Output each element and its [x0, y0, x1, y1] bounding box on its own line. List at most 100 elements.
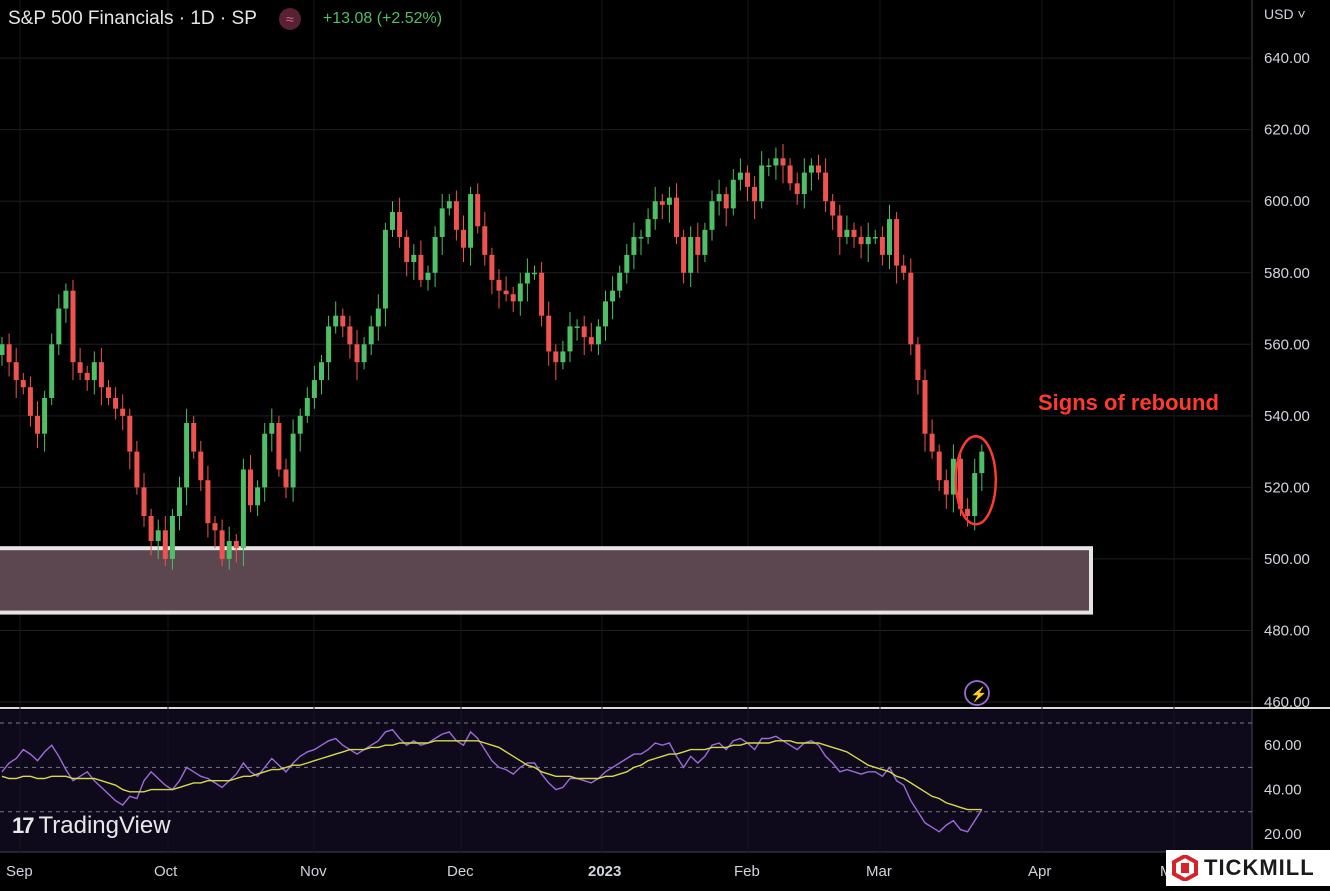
- candle-body: [787, 165, 793, 184]
- candle-body: [148, 515, 154, 542]
- candle-body: [688, 236, 694, 273]
- candle-body: [503, 290, 509, 295]
- symbol-title[interactable]: S&P 500 Financials · 1D · SP: [8, 8, 257, 29]
- candle-body: [191, 422, 197, 452]
- candle-body: [226, 541, 232, 559]
- approx-icon[interactable]: ≈: [278, 8, 301, 30]
- candle-body: [56, 308, 62, 345]
- candle-body: [276, 422, 282, 470]
- time-axis-tick-label: Dec: [447, 863, 474, 880]
- candle-body: [510, 294, 516, 302]
- candle-body: [645, 219, 651, 237]
- candle-body: [262, 433, 268, 488]
- annotation-circle: [954, 434, 998, 526]
- candle-body: [716, 194, 722, 202]
- candle-body: [155, 530, 161, 542]
- currency-selector[interactable]: USD ˅: [1264, 6, 1306, 22]
- candle-body: [816, 165, 821, 173]
- tickmill-mark-icon: [1172, 855, 1198, 881]
- candle-body: [91, 362, 97, 381]
- candle-body: [801, 172, 807, 195]
- candle-body: [432, 236, 438, 273]
- time-axis-tick-label: Oct: [154, 863, 178, 880]
- candle-body: [624, 254, 630, 273]
- candle-body: [908, 272, 914, 345]
- candle-body: [610, 290, 616, 302]
- price-axis-tick-label: 500.00: [1264, 551, 1310, 568]
- candle-body: [184, 422, 190, 488]
- candle-body: [425, 272, 431, 280]
- candle-body: [397, 211, 403, 237]
- candle-body: [283, 469, 289, 488]
- candle-body: [794, 183, 800, 195]
- candle-body: [830, 201, 836, 216]
- candle-body: [0, 344, 5, 356]
- candle-body: [290, 433, 296, 488]
- candle-body: [35, 415, 40, 434]
- candle-body: [98, 362, 104, 388]
- candle-body: [269, 422, 275, 434]
- candle-body: [752, 186, 758, 202]
- candle-body: [560, 351, 566, 363]
- candle-body: [354, 344, 360, 363]
- candle-body: [233, 541, 239, 549]
- time-axis-tick-label: Mar: [866, 863, 892, 880]
- price-axis-tick-label: 520.00: [1264, 479, 1310, 496]
- rsi-axis-tick-label: 60.00: [1264, 737, 1302, 754]
- candle-body: [27, 387, 33, 416]
- candle-body: [972, 473, 978, 516]
- candle-body: [574, 326, 580, 328]
- time-axis-tick-label: Apr: [1028, 863, 1051, 880]
- time-axis-tick-label: Nov: [300, 863, 327, 880]
- candle-body: [965, 508, 971, 516]
- tickmill-wordmark: TICKMILL: [1204, 855, 1315, 880]
- candle-body: [695, 236, 701, 255]
- candle-body: [837, 215, 843, 237]
- currency-label[interactable]: USD: [1264, 6, 1294, 22]
- candle-body: [929, 433, 935, 452]
- candle-body: [297, 415, 303, 434]
- candle-body: [659, 201, 665, 205]
- candle-body: [879, 236, 885, 255]
- chevron-down-icon[interactable]: ˅: [1297, 6, 1306, 22]
- price-axis-tick-label: 460.00: [1264, 694, 1310, 711]
- candle-body: [546, 315, 552, 352]
- support-zone: [0, 546, 1093, 615]
- candle-body: [390, 211, 395, 230]
- candle-body: [453, 201, 459, 230]
- time-axis-tick-label: Sep: [6, 863, 33, 880]
- lightning-glyph: ⚡: [970, 686, 987, 703]
- candle-body: [808, 165, 814, 173]
- candle-body: [745, 172, 750, 187]
- price-axis-tick-label: 560.00: [1264, 336, 1310, 353]
- candle-body: [922, 380, 928, 434]
- candle-body: [63, 290, 69, 309]
- candle-body: [304, 397, 310, 416]
- candles-group: [0, 143, 985, 570]
- candle-body: [872, 236, 878, 239]
- candle-body: [418, 254, 424, 280]
- candle-body: [439, 208, 445, 237]
- candle-body: [652, 201, 658, 220]
- candle-body: [219, 530, 225, 559]
- candle-body: [595, 326, 601, 345]
- candle-body: [6, 344, 12, 363]
- candle-body: [340, 315, 346, 327]
- price-axis-tick-label: 540.00: [1264, 408, 1310, 425]
- candle-body: [169, 515, 175, 559]
- candle-body: [106, 387, 111, 398]
- candle-body: [773, 158, 779, 166]
- candle-body: [411, 254, 417, 263]
- candle-body: [368, 326, 374, 345]
- candle-body: [943, 480, 949, 495]
- candle-body: [759, 165, 765, 202]
- candle-body: [730, 179, 736, 209]
- candle-body: [255, 487, 261, 506]
- candle-body: [461, 229, 466, 248]
- candle-body: [674, 197, 679, 237]
- candle-body: [49, 344, 55, 398]
- candle-body: [70, 290, 76, 363]
- candle-body: [113, 397, 119, 409]
